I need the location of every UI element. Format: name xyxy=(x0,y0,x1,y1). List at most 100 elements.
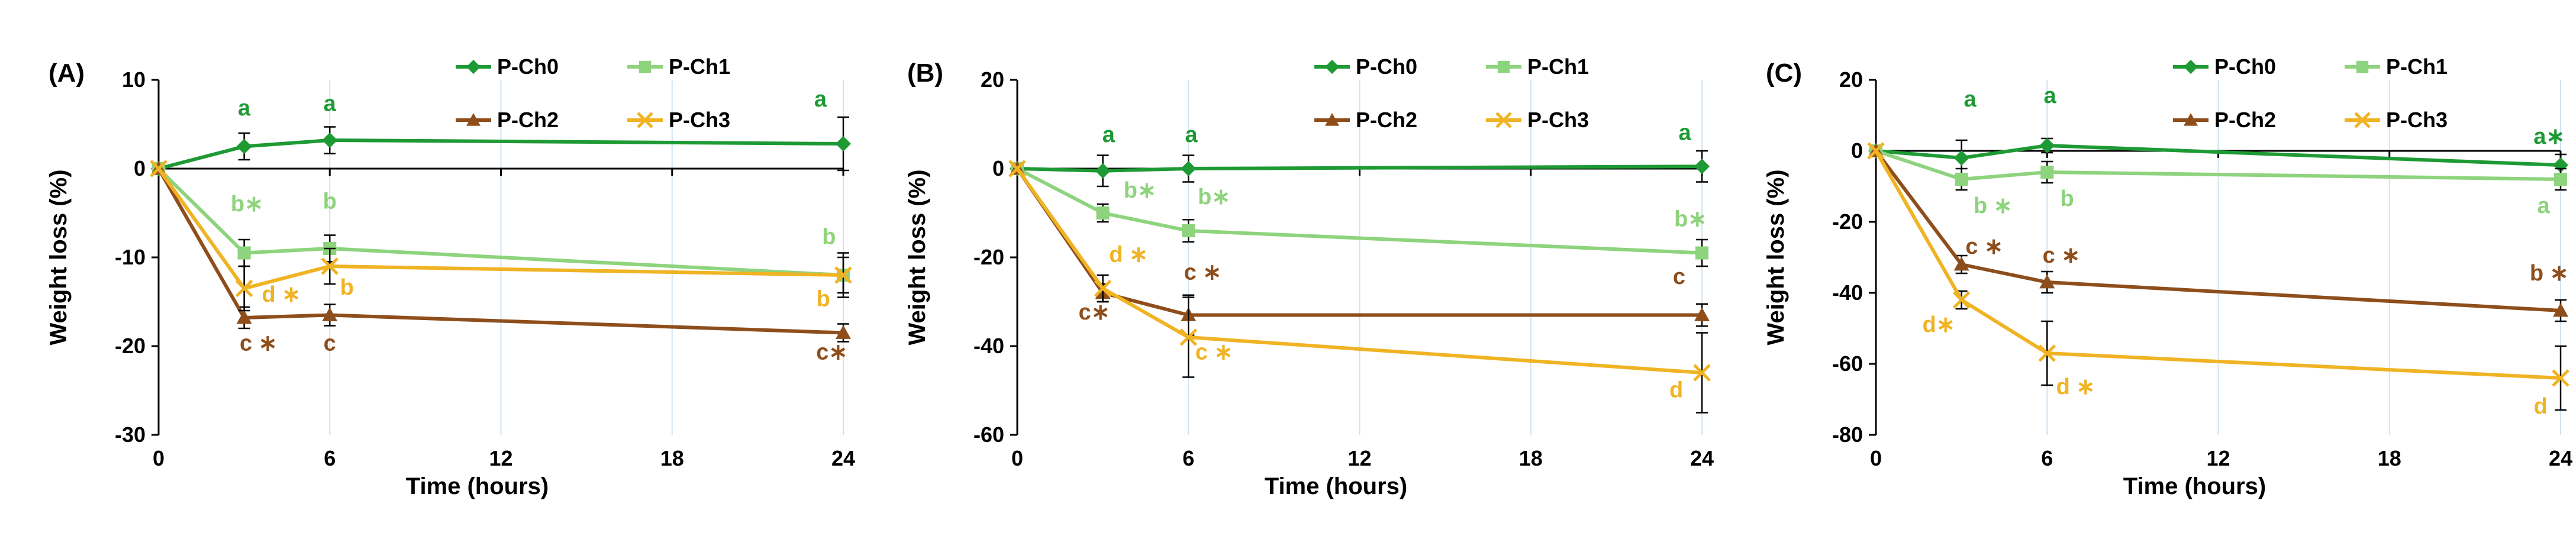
x-tick-label: 12 xyxy=(1347,446,1371,470)
x-axis-title: Time (hours) xyxy=(2123,473,2267,499)
data-point-P-Ch0 xyxy=(1181,161,1197,176)
series-line-P-Ch2 xyxy=(157,167,844,335)
panel-label: (C) xyxy=(1766,59,1802,88)
x-tick-label: 12 xyxy=(489,446,512,470)
y-tick-label: 0 xyxy=(1851,138,1863,163)
data-point-P-Ch0 xyxy=(236,138,252,154)
series-line-P-Ch1 xyxy=(1875,149,2561,181)
x-tick-label: 0 xyxy=(1011,446,1023,470)
legend-marker xyxy=(2356,60,2369,73)
significance-label: b∗ xyxy=(231,192,263,217)
significance-label: c xyxy=(324,331,336,356)
significance-label: c∗ xyxy=(816,340,847,365)
x-tick-label: 0 xyxy=(1870,446,1882,470)
significance-label: d∗ xyxy=(1923,312,1955,337)
y-tick-label: -10 xyxy=(115,245,146,269)
data-point-P-Ch3 xyxy=(834,266,852,284)
data-point-P-Ch2 xyxy=(1953,257,1969,271)
data-point-P-Ch1 xyxy=(2554,172,2568,186)
data-point-P-Ch2 xyxy=(836,325,851,339)
legend-marker xyxy=(2184,60,2198,74)
legend-item-P-Ch3: P-Ch3 xyxy=(1486,108,1589,132)
significance-label: c ∗ xyxy=(1195,340,1233,365)
y-tick-label: -20 xyxy=(973,245,1004,269)
x-tick-label: 18 xyxy=(2378,446,2401,470)
legend-item-P-Ch2: P-Ch2 xyxy=(1314,108,1417,132)
data-point-P-Ch2 xyxy=(2553,303,2568,317)
data-point-P-Ch3 xyxy=(1952,291,1971,309)
legend-marker xyxy=(1325,113,1339,126)
data-point-P-Ch1 xyxy=(1955,172,1968,186)
legend-label: P-Ch1 xyxy=(1527,54,1589,79)
data-point-P-Ch3 xyxy=(1179,328,1198,346)
y-axis-title: Weight loss (%) xyxy=(1763,169,1789,345)
x-tick-label: 24 xyxy=(831,446,855,470)
data-point-P-Ch2 xyxy=(2039,275,2055,289)
significance-label: d xyxy=(2534,394,2548,419)
legend-marker xyxy=(2354,112,2371,128)
legend-item-P-Ch2: P-Ch2 xyxy=(2173,108,2276,132)
series-line-P-Ch3 xyxy=(157,167,844,290)
significance-label: a xyxy=(814,87,827,112)
data-point-P-Ch0 xyxy=(2039,138,2055,153)
y-tick-label: 20 xyxy=(1839,67,1863,92)
y-tick-label: 0 xyxy=(134,156,146,180)
legend-label: P-Ch3 xyxy=(1527,108,1589,132)
x-tick-label: 18 xyxy=(1519,446,1543,470)
significance-label: a xyxy=(1102,122,1115,147)
significance-label: b ∗ xyxy=(2530,261,2569,286)
significance-label: d ∗ xyxy=(1109,243,1148,267)
legend-label: P-Ch3 xyxy=(669,108,730,132)
y-tick-label: -40 xyxy=(1832,280,1863,305)
x-tick-label: 24 xyxy=(1690,446,1714,470)
data-point-P-Ch2 xyxy=(322,307,338,321)
significance-label: b xyxy=(817,287,830,312)
legend-label: P-Ch0 xyxy=(497,54,559,79)
series-line-P-Ch0 xyxy=(158,138,844,170)
chart-panel-a: -30 -20 -10 0 10 0 6 12 18 24 Time (hours) Weight l… xyxy=(46,54,855,499)
x-tick-label: 18 xyxy=(660,446,684,470)
legend-label: P-Ch2 xyxy=(1356,108,1417,132)
legend-marker xyxy=(1495,112,1512,128)
data-point-P-Ch1 xyxy=(1096,206,1110,220)
x-tick-label: 24 xyxy=(2549,446,2572,470)
legend-label: P-Ch0 xyxy=(2214,54,2276,79)
y-axis-title: Weight loss (%) xyxy=(46,169,72,345)
significance-label: b∗ xyxy=(1124,178,1156,203)
y-tick-label: -60 xyxy=(973,422,1004,447)
data-point-P-Ch3 xyxy=(235,279,253,298)
significance-label: a xyxy=(2044,83,2057,108)
legend-marker xyxy=(466,60,481,74)
series-line-P-Ch3 xyxy=(1874,150,2561,380)
y-tick-label: 0 xyxy=(992,156,1004,180)
y-tick-label: 10 xyxy=(122,67,146,92)
legend-item-P-Ch0: P-Ch0 xyxy=(1314,54,1417,79)
x-tick-label: 6 xyxy=(2041,446,2053,470)
legend-item-P-Ch0: P-Ch0 xyxy=(456,54,559,79)
significance-label: a xyxy=(324,92,337,117)
y-tick-label: -60 xyxy=(1832,351,1863,376)
data-point-P-Ch1 xyxy=(1695,246,1709,260)
significance-label: a∗ xyxy=(2533,124,2565,149)
y-axis-title: Weight loss (%) xyxy=(904,169,930,345)
panel-label: (B) xyxy=(907,59,943,88)
significance-label: b xyxy=(323,189,337,214)
series-P-Ch3 xyxy=(1867,142,2569,411)
significance-label: c ∗ xyxy=(240,331,278,356)
data-point-P-Ch0 xyxy=(836,136,851,151)
x-tick-label: 12 xyxy=(2206,446,2230,470)
legend-marker xyxy=(1325,60,1339,74)
data-point-P-Ch2 xyxy=(236,310,252,324)
series-P-Ch3 xyxy=(150,160,852,312)
y-tick-label: -40 xyxy=(973,334,1004,358)
significance-label: c∗ xyxy=(1079,300,1110,325)
significance-label: b∗ xyxy=(1198,185,1230,209)
significance-label: b xyxy=(2060,186,2074,211)
series-line-P-Ch3 xyxy=(1015,167,1703,375)
panel-label: (A) xyxy=(49,59,85,88)
significance-label: b xyxy=(340,275,354,300)
significance-label: c ∗ xyxy=(1965,234,2003,259)
significance-label: a xyxy=(1964,87,1977,112)
legend-item-P-Ch3: P-Ch3 xyxy=(2345,108,2448,132)
